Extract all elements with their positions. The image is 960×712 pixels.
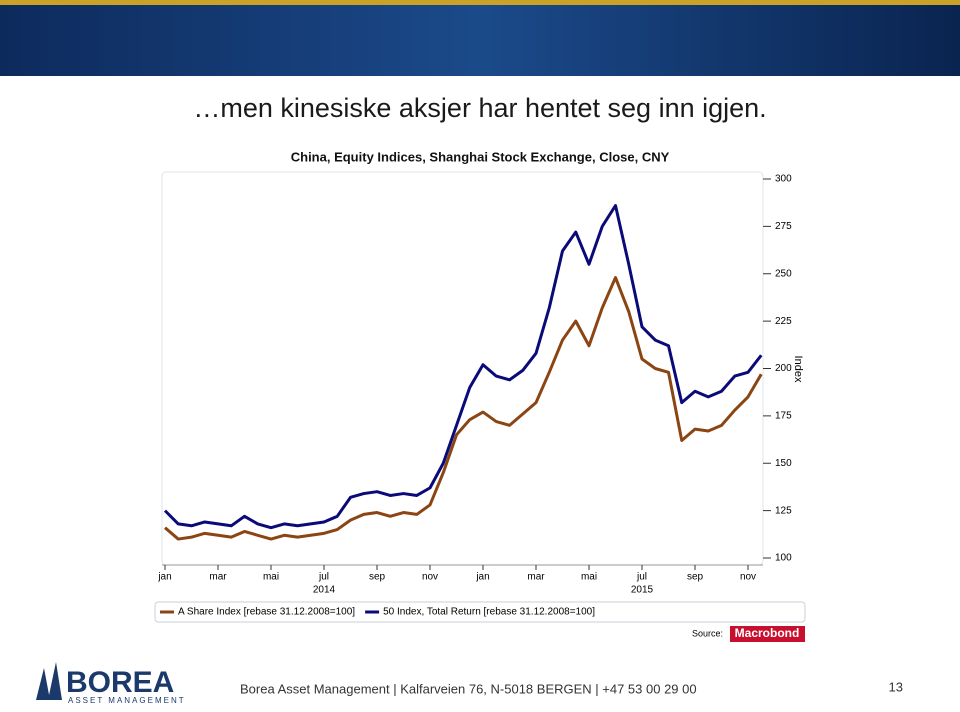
y-tick-label: 225: [775, 316, 792, 327]
x-tick-label: mai: [263, 572, 279, 583]
x-tick-label: jul: [318, 572, 329, 583]
source-badge: [730, 626, 805, 642]
series-line: [164, 276, 763, 541]
y-tick-label: 200: [775, 363, 792, 374]
chart-title: China, Equity Indices, Shanghai Stock Ex…: [291, 149, 670, 164]
y-tick-label: 275: [775, 221, 792, 232]
legend-label: A Share Index [rebase 31.12.2008=100]: [178, 607, 355, 618]
y-tick-label: 175: [775, 411, 792, 422]
x-tick-label: nov: [422, 572, 438, 583]
source-brand: Macrobond: [735, 626, 800, 640]
logo-name: BOREA: [66, 666, 174, 699]
footer-text: Borea Asset Management | Kalfarveien 76,…: [240, 681, 697, 696]
x-tick-label: sep: [369, 572, 386, 583]
x-tick-label: mai: [581, 572, 597, 583]
x-tick-label: jan: [157, 572, 171, 583]
x-tick-label: jul: [636, 572, 647, 583]
header-band: [0, 0, 960, 76]
series-line: [163, 204, 763, 530]
year-label: 2014: [313, 585, 336, 596]
year-label: 2015: [631, 585, 654, 596]
y-axis-label: Index: [792, 356, 804, 383]
x-tick-label: mar: [527, 572, 545, 583]
header-stripe: [0, 0, 960, 5]
x-tick-label: sep: [687, 572, 704, 583]
x-tick-label: mar: [209, 572, 227, 583]
logo-mark: [36, 662, 62, 700]
source-label: Source:: [692, 628, 723, 638]
y-tick-label: 125: [775, 505, 792, 516]
y-tick-label: 150: [775, 458, 792, 469]
logo-sub: ASSET MANAGEMENT: [68, 696, 186, 705]
legend: [154, 601, 806, 623]
page-number: 13: [889, 679, 903, 694]
legend-label: 50 Index, Total Return [rebase 31.12.200…: [383, 607, 595, 618]
y-tick-label: 300: [775, 174, 792, 185]
y-tick-label: 100: [775, 553, 792, 564]
y-tick-label: 250: [775, 268, 792, 279]
x-tick-label: nov: [740, 572, 756, 583]
x-tick-label: jan: [475, 572, 489, 583]
slide-heading: …men kinesiske aksjer har hentet seg inn…: [193, 93, 766, 123]
